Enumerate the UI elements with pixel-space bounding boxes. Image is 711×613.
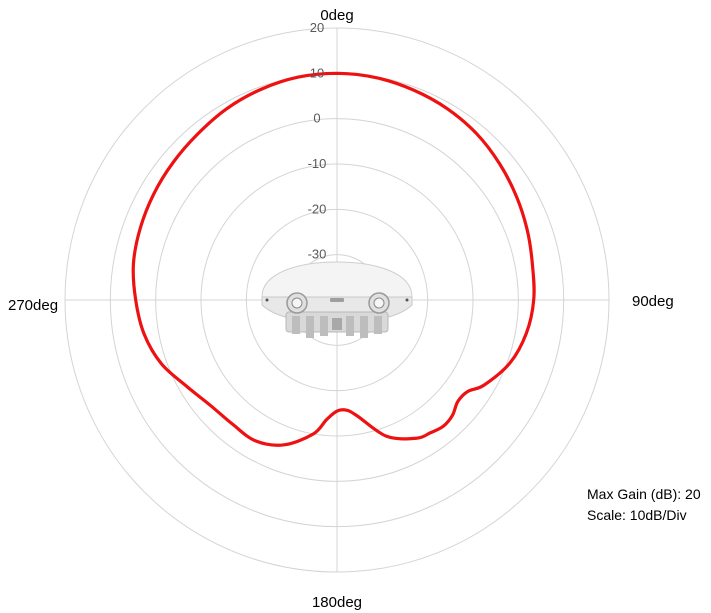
radial-tick-label: -30 (308, 247, 327, 262)
radial-tick-label: -10 (308, 156, 327, 171)
radial-tick-label: 10 (310, 65, 324, 80)
angle-label: 180deg (312, 594, 362, 611)
access-point-device-image (261, 261, 413, 338)
angle-label: 90deg (632, 293, 674, 310)
radial-tick-label: 20 (310, 20, 324, 35)
label-layer: 20 10 0 -10 -20 -30 0deg 90deg 180deg 270deg (8, 7, 674, 611)
radial-tick-label: -20 (308, 201, 327, 216)
max-gain-note: Max Gain (dB): 20 (587, 486, 701, 502)
angle-label: 270deg (8, 297, 58, 314)
series-layer (131, 71, 536, 447)
scale-note: Scale: 10dB/Div (587, 507, 687, 523)
radial-tick-label: 0 (313, 111, 320, 126)
angle-label: 0deg (320, 7, 353, 24)
radiation-pattern-series (131, 71, 536, 447)
